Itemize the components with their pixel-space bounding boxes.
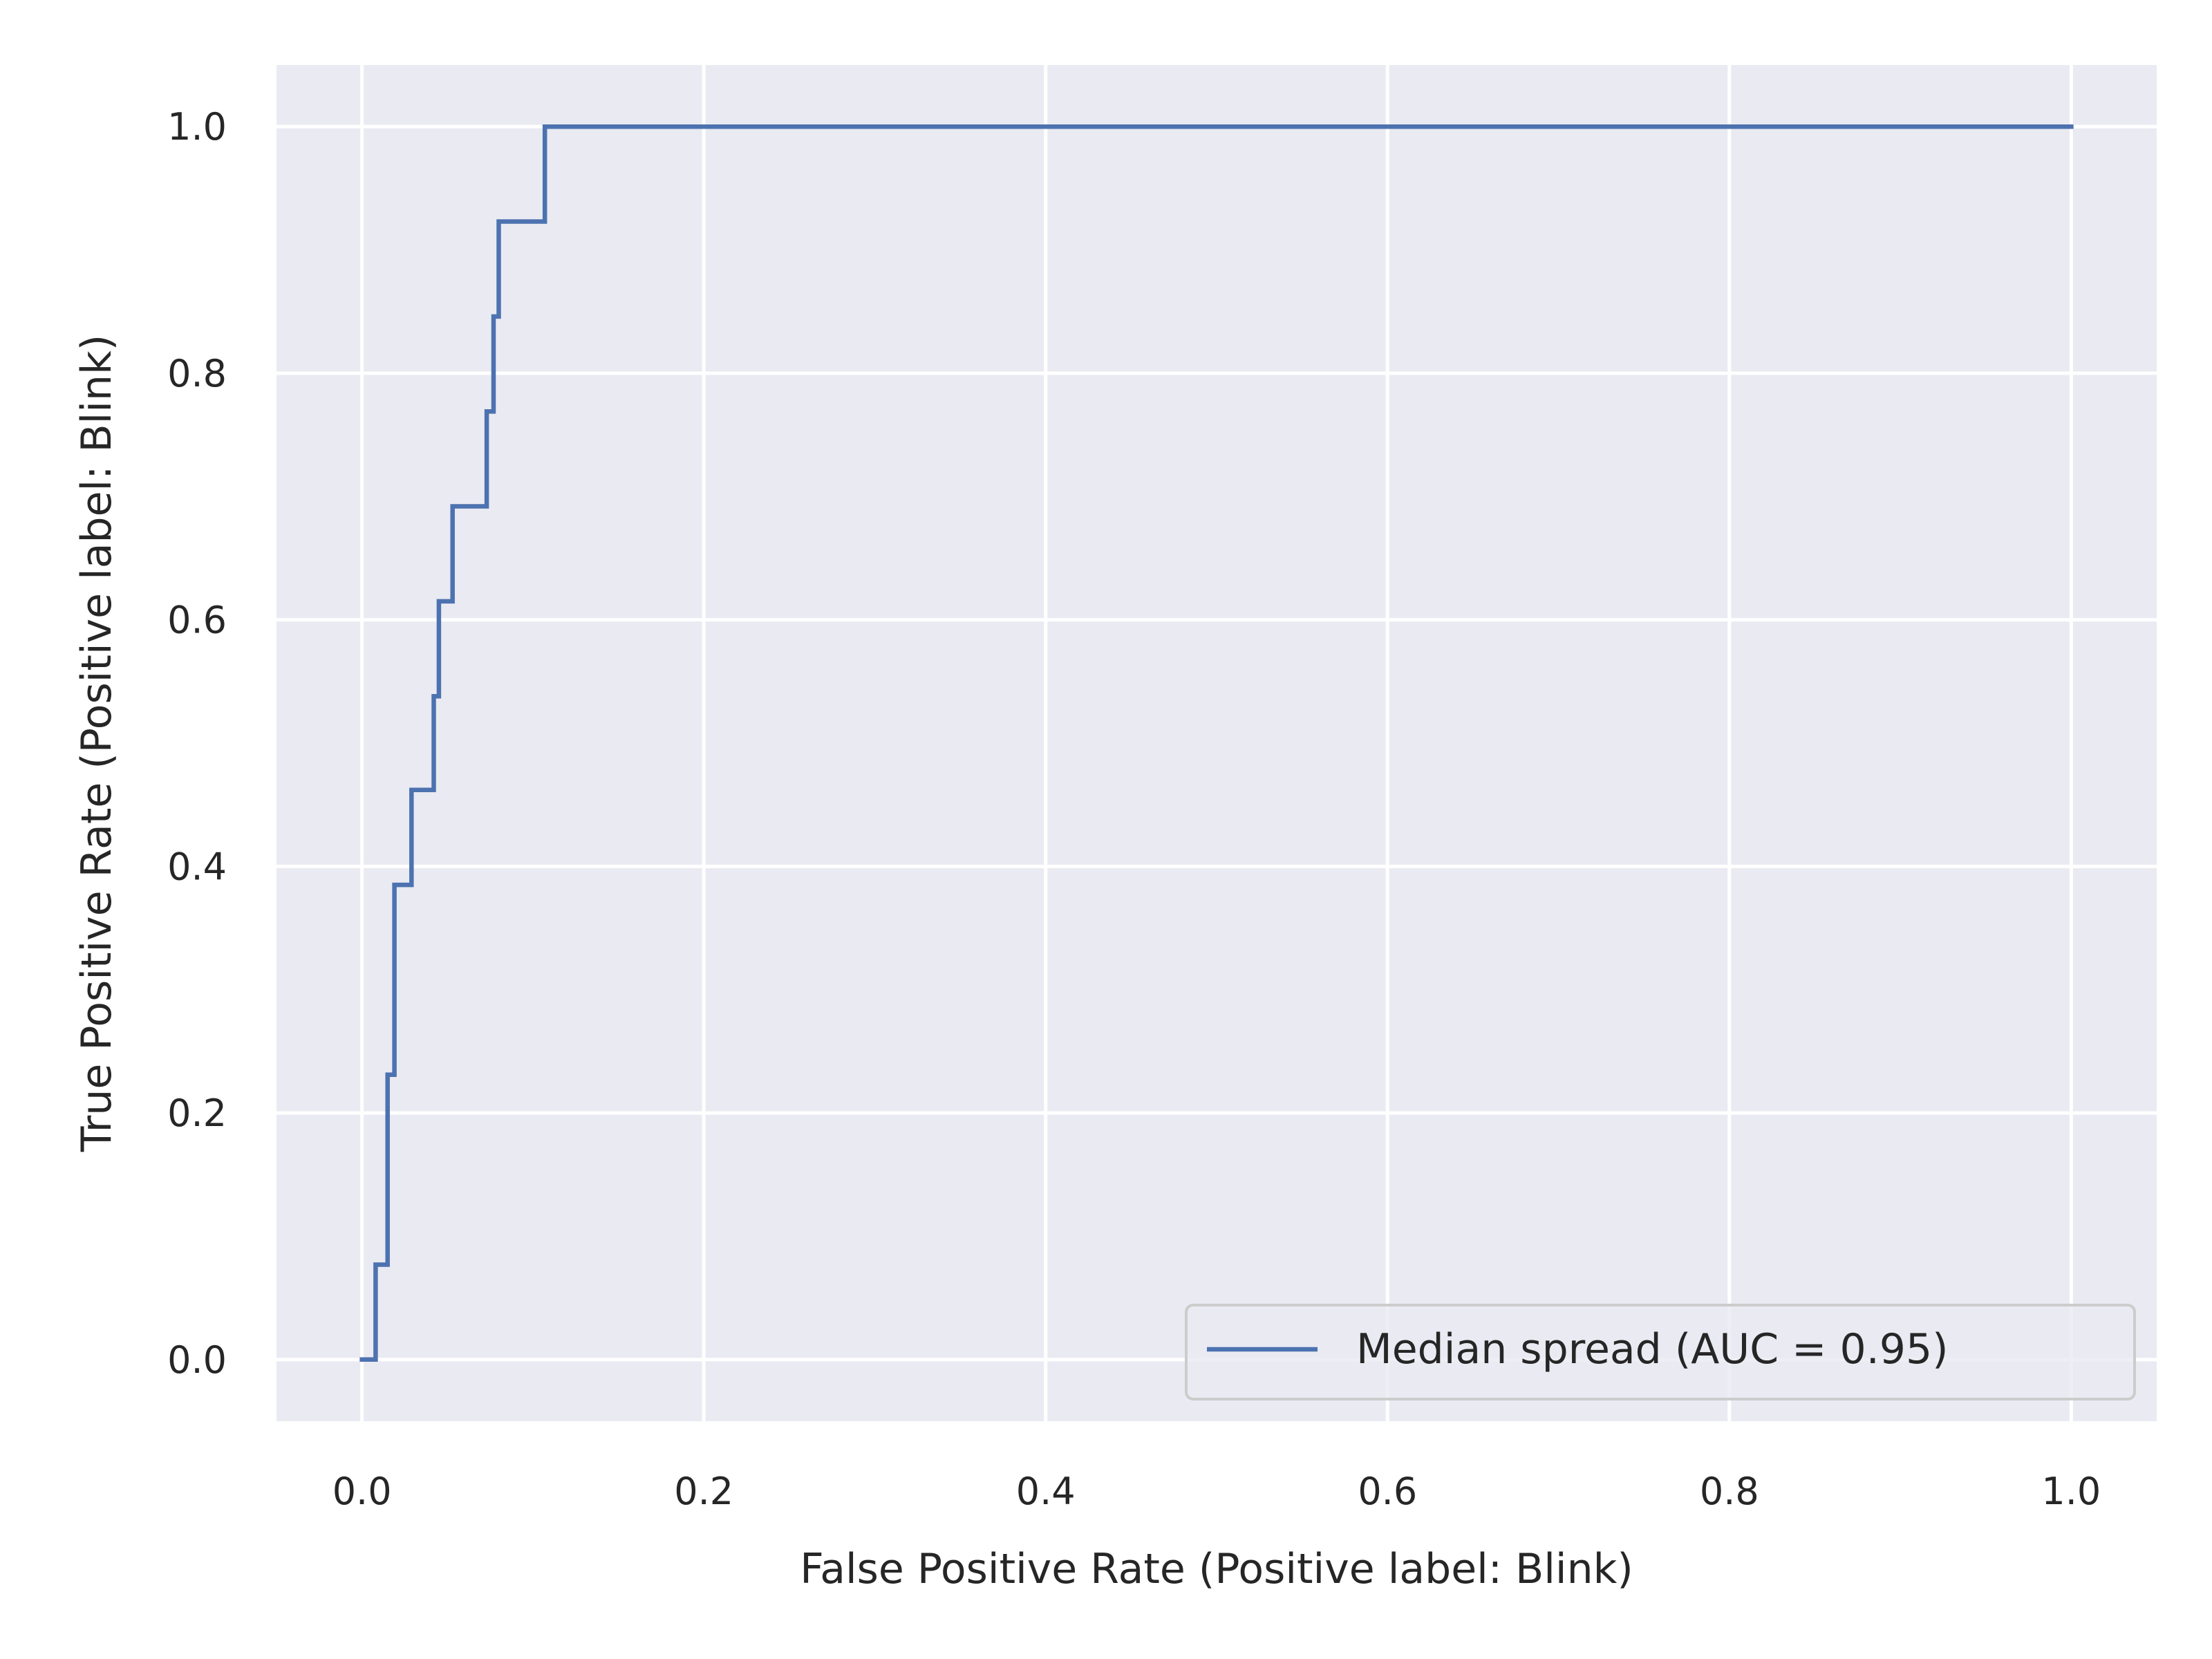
y-tick-label: 0.4 [167, 845, 227, 888]
x-tick-label: 0.4 [1016, 1470, 1076, 1513]
x-tick-label: 1.0 [2041, 1470, 2101, 1513]
y-tick-label: 0.8 [167, 352, 227, 395]
x-tick-label: 0.8 [1700, 1470, 1759, 1513]
y-tick-label: 0.0 [167, 1338, 227, 1382]
legend-box [1185, 1304, 2136, 1400]
x-tick-label: 0.2 [674, 1470, 733, 1513]
legend-label: Median spread (AUC = 0.95) [1356, 1325, 1949, 1374]
x-tick-labels: 0.0 0.2 0.4 0.6 0.8 1.0 [332, 1470, 2101, 1513]
y-axis-label: True Positive Rate (Positive label: Blin… [73, 335, 121, 1152]
series-lines [359, 124, 2074, 1362]
x-tick-label: 0.6 [1358, 1470, 1417, 1513]
x-axis-label: False Positive Rate (Positive label: Bli… [800, 1545, 1633, 1593]
roc-curve-line [359, 124, 2074, 1362]
x-tick-label: 0.0 [332, 1470, 392, 1513]
legend: Median spread (AUC = 0.95) [1185, 1304, 2136, 1400]
y-tick-label: 1.0 [167, 105, 227, 149]
y-tick-labels: 0.0 0.2 0.4 0.6 0.8 1.0 [167, 105, 227, 1382]
y-tick-label: 0.2 [167, 1091, 227, 1135]
y-tick-label: 0.6 [167, 599, 227, 642]
plot-background [276, 65, 2157, 1421]
